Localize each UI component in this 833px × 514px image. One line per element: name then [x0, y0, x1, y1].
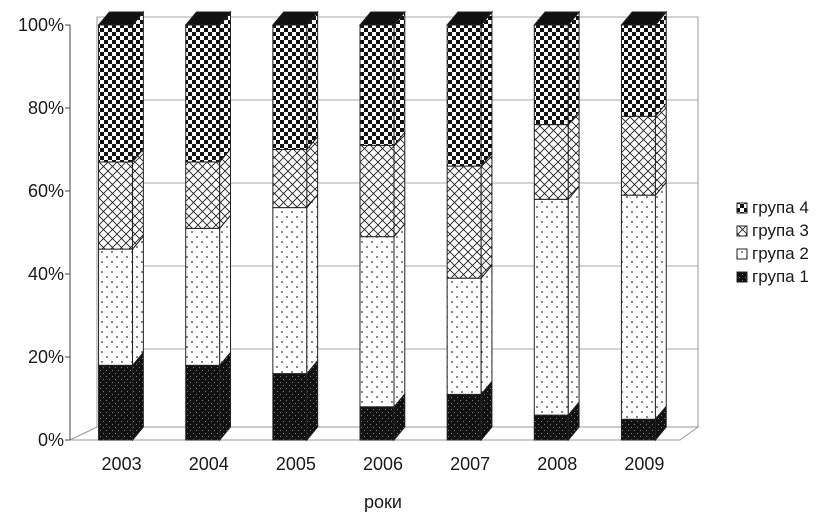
x-tick-label: 2004 [189, 454, 229, 474]
bar-segment [359, 222, 406, 409]
bar-segment [97, 10, 145, 164]
bar-top [446, 11, 494, 26]
y-axis-ticks: 0% 20% 40% 60% 80% 100% [18, 15, 70, 450]
bar-top [97, 11, 145, 26]
y-tick-label: 0% [38, 430, 64, 450]
bar-segment [184, 10, 232, 164]
x-tick-label: 2008 [537, 454, 577, 474]
bar-segment [185, 350, 232, 442]
x-tick-label: 2007 [450, 454, 490, 474]
bar-segment [185, 213, 232, 367]
x-axis-ticks: 2003 2004 2005 2006 2007 2008 2009 [102, 454, 665, 474]
bar-segment [272, 193, 319, 375]
bar-segment [533, 400, 580, 442]
bar-segment [359, 130, 406, 239]
y-tick-label: 40% [28, 264, 64, 284]
bar-segment [358, 10, 406, 147]
bar-segment [98, 147, 144, 251]
legend: група 4 група 3 група 2 група 1 [736, 198, 809, 286]
legend-label: група 1 [752, 267, 809, 286]
bar-top [184, 11, 232, 26]
bar-segment [446, 151, 493, 280]
bar-segment [620, 10, 668, 118]
legend-swatch [736, 271, 748, 283]
bar-top [358, 11, 406, 26]
bar-segment [533, 184, 580, 417]
bar-segment [272, 135, 319, 209]
bar-segment [185, 147, 232, 230]
bar-segment [98, 234, 144, 367]
x-tick-label: 2005 [276, 454, 316, 474]
legend-item: група 4 [736, 198, 809, 217]
y-tick-label: 20% [28, 347, 64, 367]
legend-item: група 2 [736, 244, 809, 263]
y-tick-label: 80% [28, 98, 64, 118]
legend-swatch [736, 202, 748, 214]
bar-segment [620, 180, 667, 421]
bar-segment [446, 263, 493, 396]
x-tick-label: 2003 [102, 454, 142, 474]
bar-segment [359, 392, 406, 442]
legend-item: група 3 [736, 221, 809, 240]
bar-segment [446, 379, 493, 442]
y-tick-label: 60% [28, 181, 64, 201]
bar-segment [533, 110, 580, 201]
x-tick-label: 2006 [363, 454, 403, 474]
bars [97, 10, 668, 442]
bar-top [533, 11, 581, 26]
bar-top [271, 11, 319, 26]
bar-segment [98, 350, 144, 442]
legend-swatch [736, 248, 748, 260]
legend-label: група 3 [752, 221, 809, 240]
bar-top [620, 11, 668, 26]
bar-segment [271, 10, 319, 151]
legend-label: група 4 [752, 198, 809, 217]
bar-segment [533, 10, 581, 126]
x-axis-title: роки [364, 492, 402, 512]
bar-segment [446, 10, 494, 168]
legend-label: група 2 [752, 244, 809, 263]
legend-swatch [736, 225, 748, 237]
bar-segment [620, 101, 667, 197]
legend-item: група 1 [736, 267, 809, 286]
y-tick-label: 100% [18, 15, 64, 35]
x-tick-label: 2009 [624, 454, 664, 474]
